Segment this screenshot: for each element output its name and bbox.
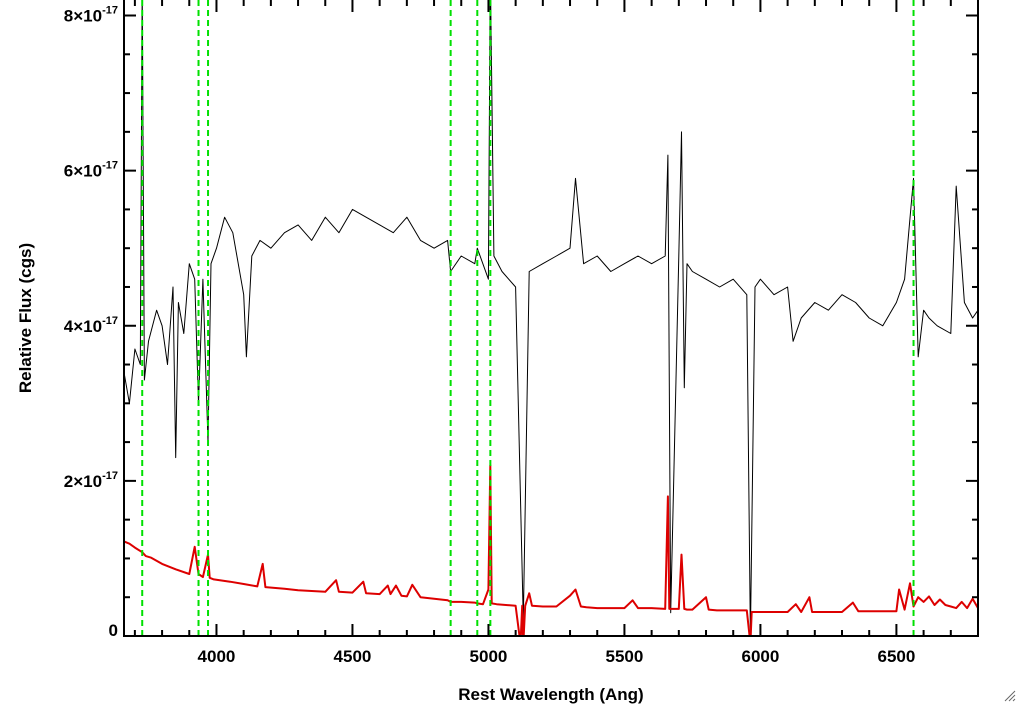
x-tick-label: 6500 bbox=[877, 647, 915, 666]
x-tick-labels: 4000 4500 5000 5500 6000 6500 bbox=[198, 647, 916, 666]
y-tick-label: 2×10-17 bbox=[64, 470, 118, 491]
x-tick-label: 6000 bbox=[742, 647, 780, 666]
x-tick-label: 5000 bbox=[470, 647, 508, 666]
y-tick-label: 4×10-17 bbox=[64, 315, 118, 336]
x-tick-label: 4500 bbox=[334, 647, 372, 666]
resize-grip-icon[interactable] bbox=[1004, 690, 1016, 702]
axis-ticks bbox=[124, 0, 979, 637]
observed-spectrum-line bbox=[124, 0, 978, 636]
series-layer bbox=[124, 0, 978, 636]
x-tick-label: 4000 bbox=[198, 647, 236, 666]
y-tick-labels: 0 2×10-17 4×10-17 6×10-17 8×10-17 bbox=[64, 5, 118, 640]
y-tick-label: 6×10-17 bbox=[64, 160, 118, 181]
y-tick-label: 8×10-17 bbox=[64, 5, 118, 26]
plot-frame bbox=[123, 0, 979, 637]
x-tick-label: 5500 bbox=[606, 647, 644, 666]
emission-line-markers bbox=[141, 0, 915, 636]
error-spectrum-line bbox=[124, 464, 978, 636]
x-axis-title: Rest Wavelength (Ang) bbox=[458, 685, 643, 704]
y-axis-title: Relative Flux (cgs) bbox=[16, 243, 35, 393]
y-tick-label: 0 bbox=[109, 621, 118, 640]
